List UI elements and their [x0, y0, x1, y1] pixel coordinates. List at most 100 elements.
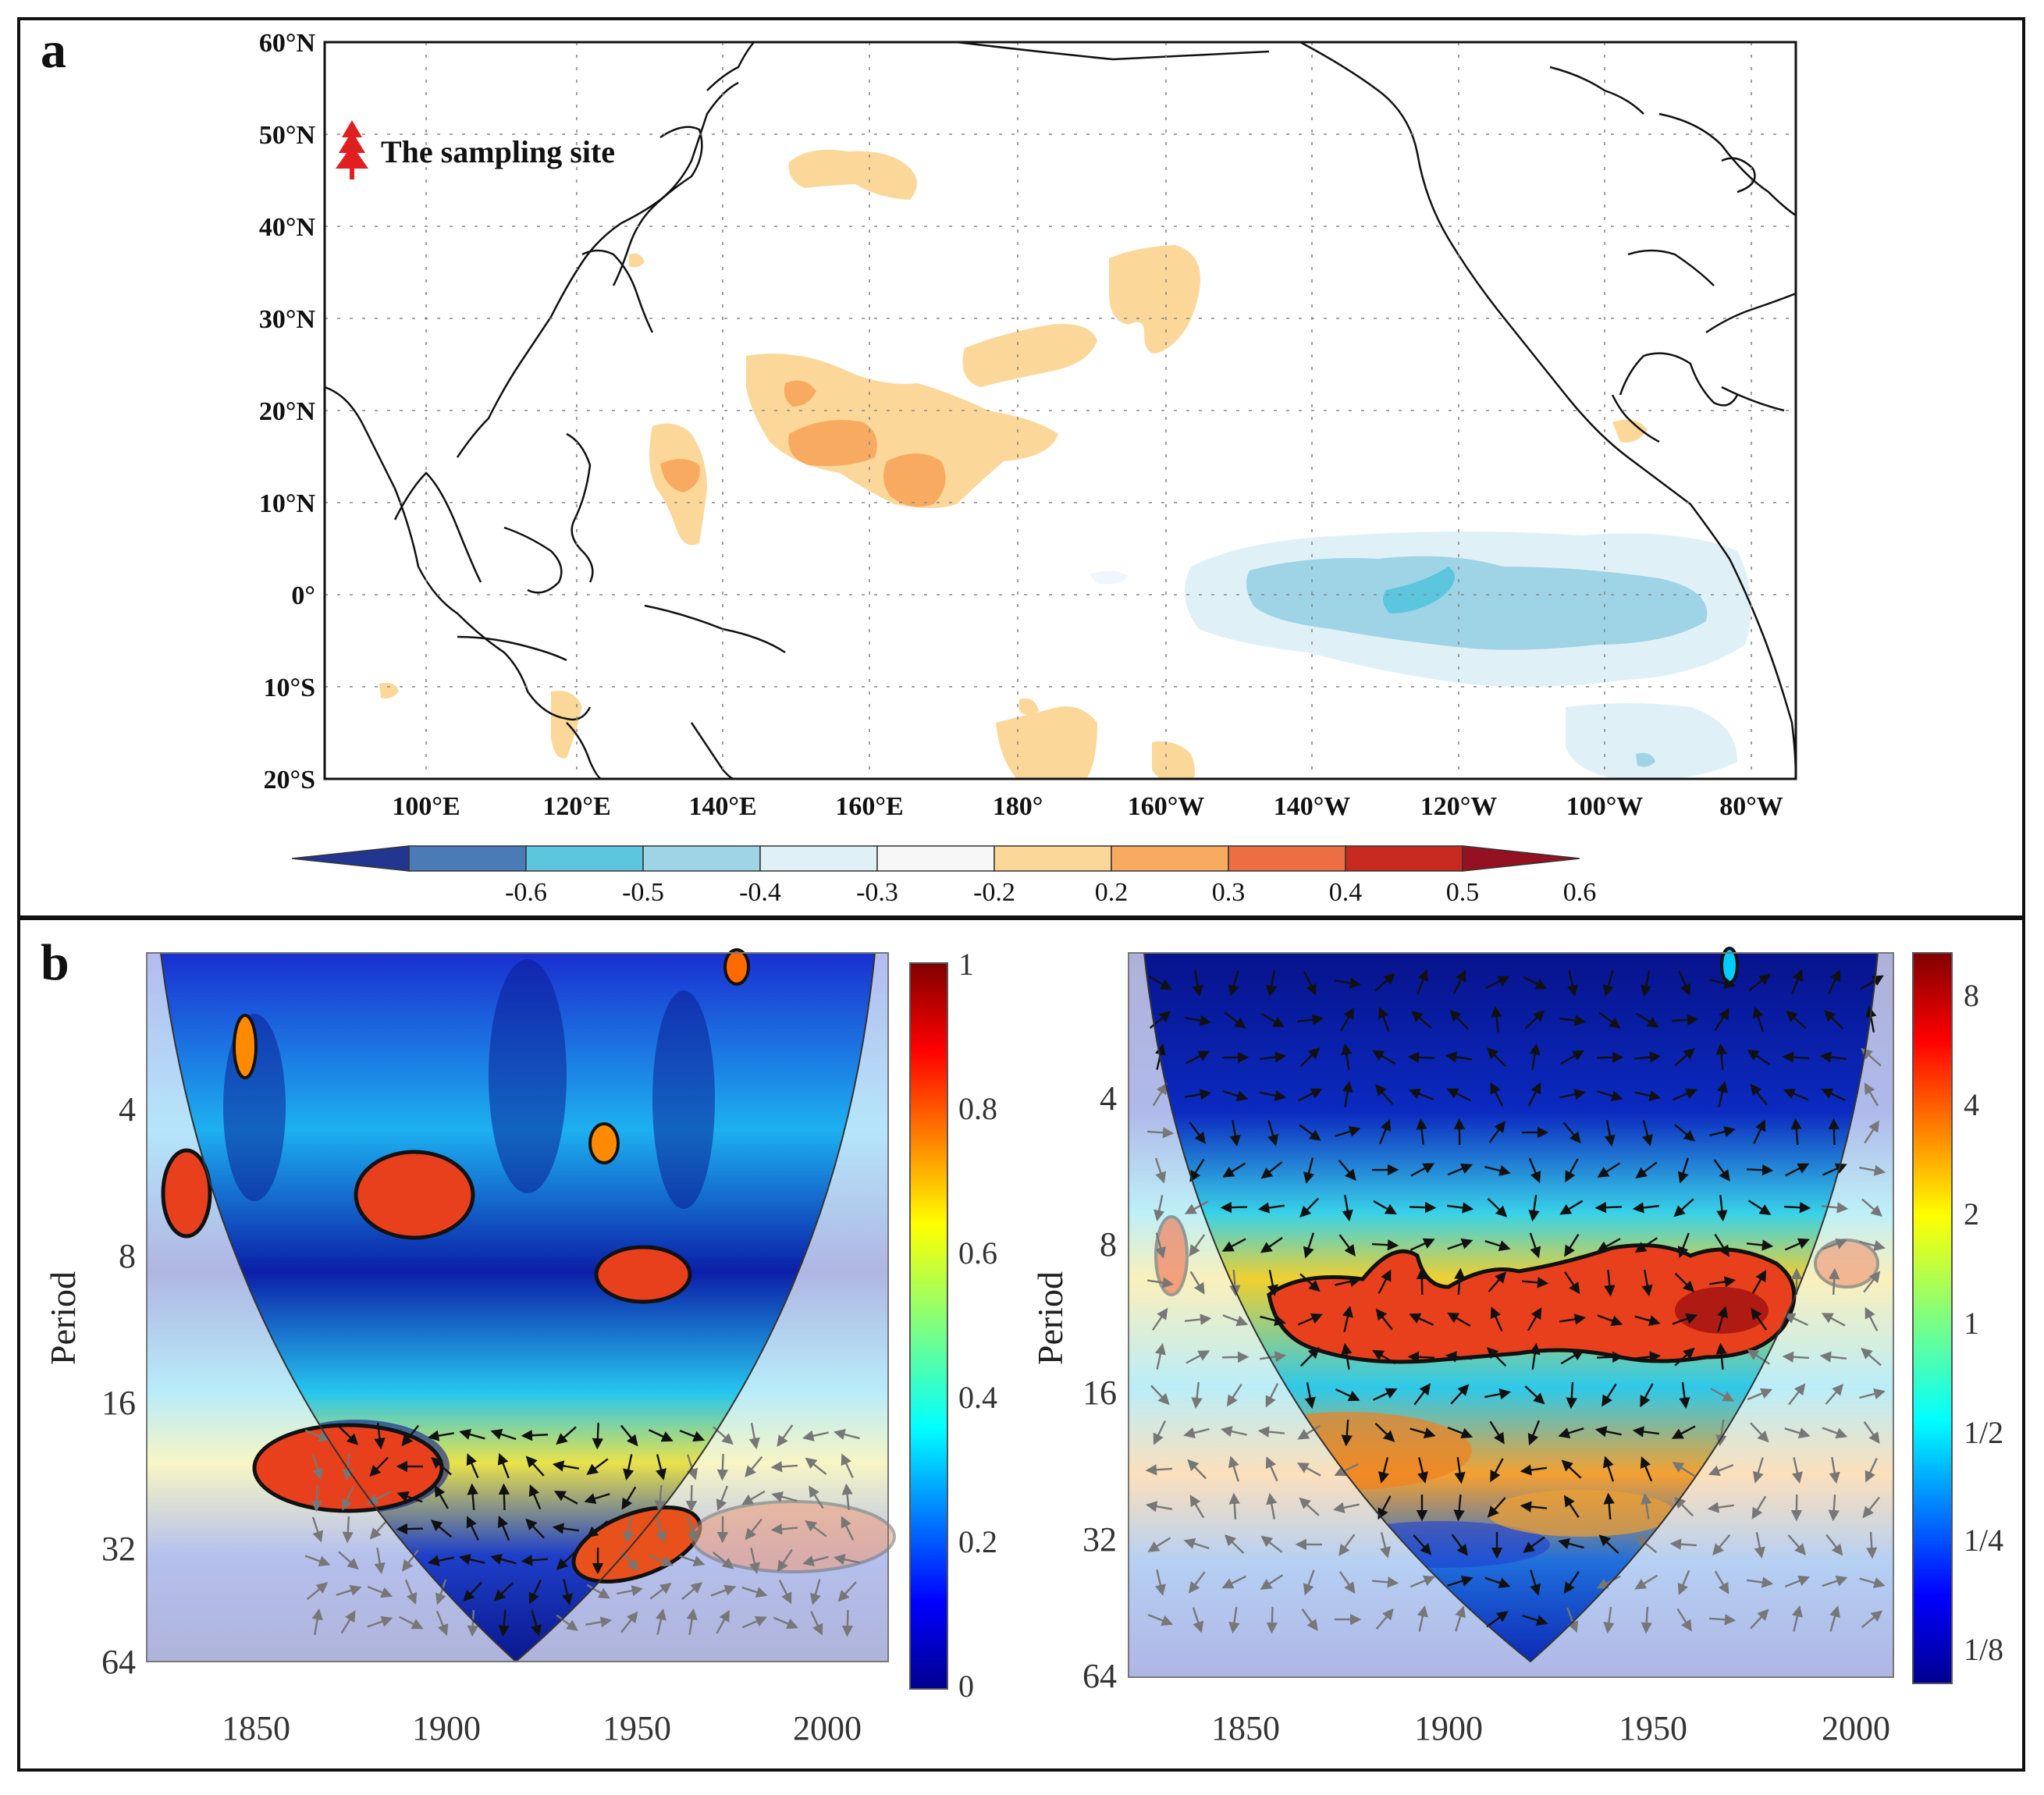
phase-arrow [1491, 1005, 1502, 1033]
latitude-labels: 60°N 50°N 40°N 30°N 20°N 10°N 0° 10°S 20… [259, 29, 316, 794]
wavelet-left-colorbar-ticks: 1 0.8 0.6 0.4 0.2 0 [958, 947, 997, 1704]
phase-arrow [1377, 1495, 1392, 1520]
phase-arrow [1790, 1118, 1802, 1146]
phase-arrow [1604, 1269, 1616, 1297]
phase-arrow [306, 1582, 329, 1601]
phase-arrow [1520, 1464, 1548, 1476]
phase-arrow [1672, 1462, 1696, 1477]
phase-arrow [1187, 1459, 1207, 1480]
phase-arrow [531, 1610, 542, 1637]
phase-arrow [1373, 1200, 1397, 1215]
phase-arrow [1679, 1381, 1690, 1409]
phase-arrow [1604, 1120, 1616, 1147]
lon-label: 160°W [1128, 792, 1205, 821]
phase-arrow [404, 1579, 418, 1605]
phase-arrow [809, 1579, 821, 1605]
phase-arrow [1228, 1456, 1239, 1482]
phase-arrow [1379, 1532, 1391, 1559]
phase-arrow [434, 1484, 449, 1509]
phase-arrow [1635, 1012, 1659, 1028]
panel-a-letter: a [41, 22, 66, 79]
phase-arrow [1299, 1273, 1321, 1292]
phase-arrow [1634, 1574, 1658, 1590]
phase-arrow [1863, 1421, 1880, 1445]
phase-arrow [1407, 1051, 1435, 1063]
phase-arrow [1527, 1307, 1542, 1331]
phase-arrow [1409, 1313, 1434, 1326]
phase-arrow [1486, 1347, 1507, 1367]
phase-arrow [617, 1585, 644, 1597]
phase-arrow [1451, 1534, 1468, 1556]
phase-arrow [778, 1580, 792, 1605]
xtick: 2000 [1822, 1709, 1890, 1747]
phase-arrow [1641, 1492, 1652, 1520]
lon-label: 100°W [1566, 792, 1644, 821]
phase-arrow [805, 1457, 827, 1475]
phase-arrow [1417, 969, 1429, 995]
phase-arrow [1147, 1613, 1174, 1626]
phase-arrow [748, 1548, 760, 1574]
phase-arrow [1746, 1576, 1774, 1588]
phase-arrow [1750, 1083, 1768, 1106]
xtick: 1900 [412, 1709, 481, 1747]
lon-label: 120°E [542, 792, 610, 821]
phase-arrow [1788, 1383, 1806, 1406]
phase-arrow [1861, 1610, 1883, 1629]
phase-arrow [1341, 1342, 1353, 1370]
lat-label: 0° [291, 581, 315, 610]
phase-arrow [1335, 1125, 1361, 1138]
phase-arrow [621, 1486, 637, 1510]
phase-arrow [1152, 1307, 1168, 1331]
colorbar-tick: -0.3 [856, 878, 898, 907]
phase-arrow [1410, 1163, 1435, 1177]
phase-arrow [1633, 1351, 1662, 1363]
phase-arrow [1338, 1234, 1356, 1256]
phase-arrow [1259, 1351, 1287, 1363]
wavelet-right-ylabel: Period [1030, 1271, 1070, 1365]
phase-arrow [1335, 1388, 1360, 1402]
phase-arrow [745, 1518, 763, 1541]
phase-arrow [685, 1484, 698, 1512]
phase-arrow [1828, 969, 1841, 995]
phase-arrow [1715, 1342, 1727, 1370]
phase-arrow [1266, 1606, 1278, 1634]
phase-arrow [1671, 1425, 1696, 1439]
colorbar-tick: 0.4 [958, 1380, 997, 1415]
phase-arrow [1563, 1571, 1580, 1594]
phase-arrow [1676, 1608, 1692, 1632]
phase-arrow [1790, 969, 1804, 995]
phase-arrow [1191, 1381, 1203, 1409]
phase-arrow [1708, 1614, 1737, 1626]
colorbar-extension-high [1462, 845, 1580, 872]
phase-arrow [1413, 1383, 1431, 1406]
phase-arrow [401, 1549, 419, 1572]
phase-arrow [1452, 969, 1466, 994]
phase-arrow [1303, 1157, 1314, 1184]
colorbar-tick: 0.3 [1212, 878, 1246, 907]
phase-arrow [1862, 1496, 1880, 1519]
phase-arrow [1714, 1570, 1729, 1594]
phase-arrow [1594, 1426, 1622, 1438]
lon-label: 140°E [688, 792, 756, 821]
phase-arrow [1822, 1427, 1848, 1439]
phase-arrow [1154, 1343, 1166, 1370]
phase-arrow [1819, 1051, 1847, 1063]
phase-arrow [1222, 1162, 1246, 1178]
phase-arrow [1861, 1198, 1882, 1217]
ytick: 64 [1082, 1657, 1117, 1695]
phase-arrow [679, 1430, 706, 1442]
phase-arrow [342, 1516, 354, 1544]
phase-arrow [1522, 1614, 1548, 1626]
phase-arrow [1335, 977, 1362, 989]
phase-arrow [1677, 1157, 1689, 1184]
phase-arrow [1222, 1090, 1249, 1102]
phase-arrow [497, 1516, 510, 1541]
phase-arrow [1829, 1267, 1840, 1296]
wavelet-left-phase-arrows [304, 1422, 860, 1637]
map-colorbar-ticks: -0.6 -0.5 -0.4 -0.3 -0.2 0.2 0.3 0.4 0.5… [505, 878, 1596, 907]
phase-arrow [1338, 1571, 1356, 1594]
phase-arrow [1565, 1158, 1579, 1183]
phase-arrow [1633, 1051, 1662, 1063]
phase-arrow [1184, 1200, 1209, 1214]
phase-arrow [1859, 1388, 1886, 1399]
